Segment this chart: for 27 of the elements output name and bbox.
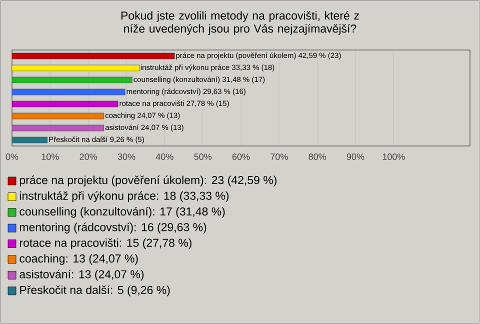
x-tick-label: 100% [382,154,405,160]
text: Přeskočit na další: 5 (9,26 %) [20,285,170,296]
x-tick-label: 70% [270,154,288,160]
x-tick-label: 40% [156,154,174,160]
bar [12,100,118,108]
x-tick-label: 50% [194,154,212,160]
text: asistování: 13 (24,07 %) [20,270,144,281]
bar [12,76,132,84]
bar [12,136,48,144]
x-tick-label: 0% [6,154,18,160]
bar [12,88,126,96]
bar [12,64,140,72]
x-tick-label: 90% [346,154,364,160]
x-tick-label: 10% [42,154,59,160]
x-tick-label: 30% [118,154,136,160]
text: coaching: 13 (24,07 %) [20,254,138,265]
text: mentoring (rádcovství): 16 (29,63 %) [20,222,206,234]
text: counselling (konzultování): 17 (31,48 %) [20,206,225,218]
x-tick-label: 60% [232,154,250,160]
x-tick-label: 80% [308,154,326,160]
text: práce na projektu (pověření úkolem): 23 (42,59 %) [20,176,276,186]
x-tick-label: 20% [80,154,98,160]
text: instruktáž při výkonu práce: 18 (33,33 %) [20,191,229,202]
bar [12,124,104,132]
chart-title: Pokud jste zvolili metody na pracovišti, které z níže uvedených jsou pro Vás nejzajímavější? [121,11,359,35]
bar [12,112,104,120]
text: rotace na pracovišti: 15 (27,78 %) [20,238,192,250]
